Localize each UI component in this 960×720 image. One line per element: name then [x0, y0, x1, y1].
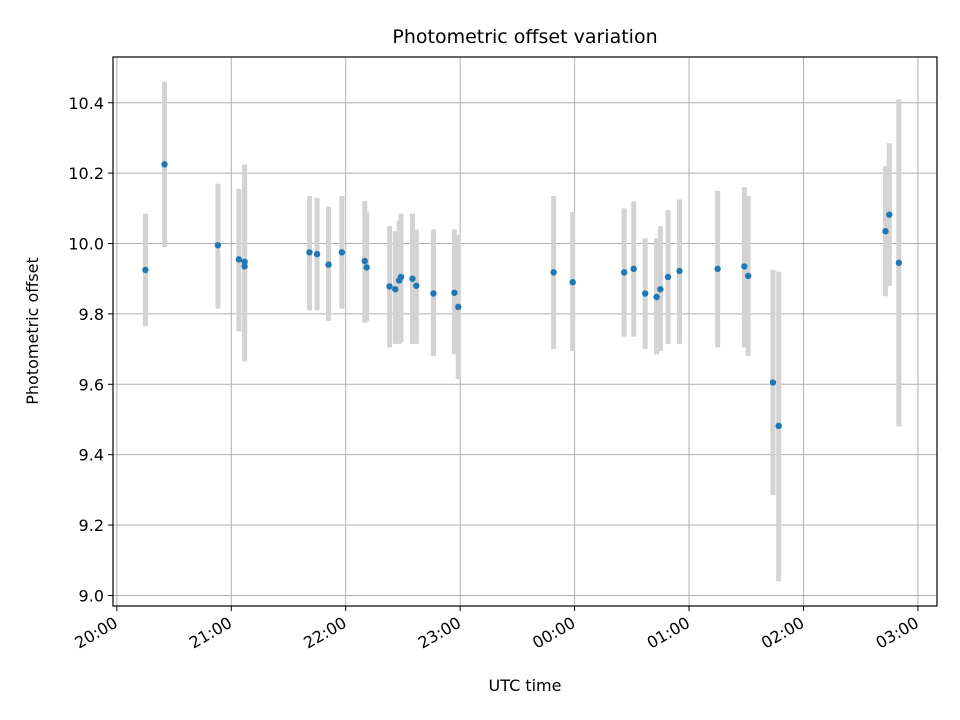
data-point — [455, 303, 462, 311]
y-tick-label: 10.2 — [68, 164, 104, 183]
data-points — [142, 161, 903, 430]
data-point — [657, 286, 664, 293]
data-point — [413, 282, 420, 289]
data-point — [363, 264, 370, 271]
data-point — [313, 250, 321, 258]
data-point — [409, 275, 416, 282]
data-point — [430, 290, 437, 297]
data-point — [630, 265, 637, 273]
data-point — [641, 290, 649, 297]
data-point — [744, 272, 752, 280]
y-tick-label: 9.0 — [79, 586, 104, 605]
data-point — [241, 258, 248, 266]
y-axis-ticks: 9.0 9.2 9.4 9.6 9.8 10.0 10.2 10.4 — [68, 94, 113, 605]
data-point — [235, 256, 243, 263]
data-point — [338, 249, 346, 256]
data-point — [664, 273, 672, 281]
y-tick-label: 10.4 — [68, 94, 104, 113]
data-point — [325, 261, 332, 268]
plot-frame — [112, 56, 938, 607]
data-point — [620, 269, 628, 276]
y-tick-label: 10.0 — [68, 235, 104, 254]
y-axis-label: Photometric offset — [23, 257, 42, 405]
data-point — [550, 269, 557, 276]
data-point — [214, 242, 222, 249]
data-point — [653, 293, 660, 301]
chart-title: Photometric offset variation — [392, 26, 657, 48]
data-point — [386, 283, 393, 290]
y-tick-label: 9.6 — [79, 375, 104, 394]
data-point — [161, 161, 168, 168]
data-point — [676, 267, 683, 275]
data-point — [451, 289, 458, 296]
y-tick-label: 9.8 — [79, 305, 104, 324]
data-point — [769, 379, 777, 386]
data-point — [741, 263, 748, 270]
data-point — [895, 259, 903, 267]
data-point — [306, 249, 313, 256]
data-point — [882, 228, 889, 235]
data-point — [142, 266, 149, 274]
data-point — [361, 257, 368, 265]
x-axis-label: UTC time — [489, 676, 562, 695]
data-point — [569, 279, 576, 286]
data-point — [241, 263, 248, 270]
y-tick-label: 9.2 — [79, 516, 104, 535]
data-point — [886, 211, 893, 218]
data-point — [714, 265, 721, 273]
data-point — [775, 422, 782, 430]
data-point — [397, 273, 405, 281]
data-point — [392, 286, 399, 293]
y-tick-label: 9.4 — [79, 446, 104, 465]
